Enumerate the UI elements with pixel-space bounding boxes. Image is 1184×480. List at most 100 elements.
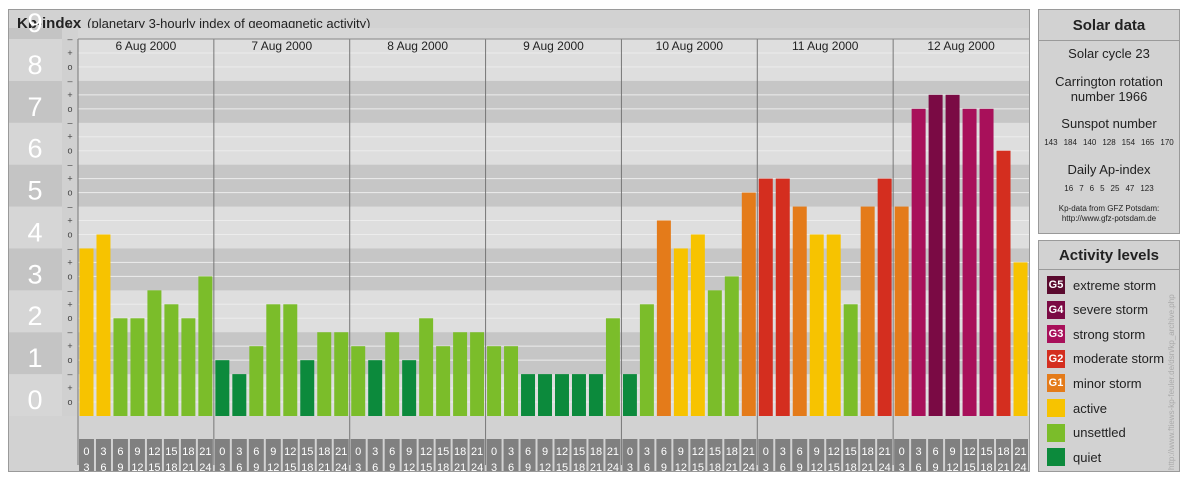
- interval-end-label: 24: [1014, 462, 1026, 471]
- legend-swatch: G4: [1047, 300, 1065, 319]
- kp-bar: [351, 346, 366, 416]
- interval-start-label: 15: [437, 446, 449, 458]
- interval-box: [979, 439, 995, 471]
- interval-end-label: 15: [556, 462, 568, 471]
- interval-box: [877, 439, 893, 471]
- kp-bar: [588, 374, 603, 416]
- sub-tick-label: o: [67, 271, 72, 281]
- interval-end-label: 18: [980, 462, 992, 471]
- plot-band: [78, 164, 1029, 207]
- interval-start-label: 15: [165, 446, 177, 458]
- kp-bar: [453, 332, 468, 416]
- interval-end-label: 15: [963, 462, 975, 471]
- interval-start-label: 12: [148, 446, 160, 458]
- interval-end-label: 12: [946, 462, 958, 471]
- interval-start-label: 9: [270, 446, 276, 458]
- interval-box: [197, 439, 213, 471]
- sub-tick-label: o: [67, 313, 72, 323]
- sub-tick-label: +: [67, 132, 72, 142]
- legend-swatch: G3: [1047, 325, 1065, 344]
- carrington-line1: Carrington rotation: [1055, 74, 1163, 89]
- interval-start-label: 6: [117, 446, 123, 458]
- interval-box: [282, 439, 298, 471]
- interval-start-label: 9: [134, 446, 140, 458]
- interval-start-label: 0: [219, 446, 225, 458]
- sub-tick-column: [62, 39, 78, 416]
- y-tick-label: 7: [27, 92, 42, 122]
- kp-bar: [775, 178, 790, 416]
- y-axis-band: [9, 332, 62, 375]
- kp-bar: [758, 178, 773, 416]
- kp-bar: [860, 206, 875, 416]
- interval-box: [707, 439, 723, 471]
- legend-item: G2 moderate storm: [1047, 349, 1164, 369]
- kp-bar: [843, 304, 858, 416]
- interval-end-label: 6: [236, 462, 242, 471]
- interval-end-label: 21: [318, 462, 330, 471]
- legend-label: unsettled: [1073, 425, 1126, 441]
- ap-value: 7: [1079, 184, 1084, 193]
- interval-box: [639, 439, 655, 471]
- ap-value: 25: [1110, 184, 1120, 193]
- legend-swatch: [1047, 423, 1065, 442]
- kp-bar: [911, 108, 926, 416]
- interval-box: [435, 439, 451, 471]
- ap-value: 123: [1140, 184, 1154, 193]
- interval-box: [792, 439, 808, 471]
- interval-start-label: 18: [182, 446, 194, 458]
- interval-start-label: 3: [644, 446, 650, 458]
- interval-box: [231, 439, 247, 471]
- interval-start-label: 3: [780, 446, 786, 458]
- interval-start-label: 3: [100, 446, 106, 458]
- kp-bar: [521, 374, 536, 416]
- interval-box: [775, 439, 791, 471]
- carrington-line2: number 1966: [1070, 89, 1148, 104]
- legend-item: unsettled: [1047, 423, 1126, 443]
- interval-box: [605, 439, 621, 471]
- kp-bar: [894, 206, 909, 416]
- interval-box: [486, 439, 502, 471]
- day-label: 9 Aug 2000: [523, 39, 584, 53]
- interval-box: [401, 439, 417, 471]
- sub-tick-label: o: [67, 146, 72, 156]
- legend-label: quiet: [1073, 449, 1102, 465]
- interval-end-label: 12: [131, 462, 143, 471]
- legend-item: G5 extreme storm: [1047, 275, 1156, 295]
- y-axis-band: [9, 206, 62, 249]
- interval-box: [894, 439, 910, 471]
- sunspot-title: Sunspot number: [1061, 116, 1157, 131]
- legend-swatch: G1: [1047, 374, 1065, 393]
- interval-end-label: 6: [916, 462, 922, 471]
- ap-value: 6: [1089, 184, 1095, 193]
- interval-start-label: 18: [997, 446, 1009, 458]
- interval-start-label: 0: [491, 446, 497, 458]
- kp-bar: [707, 290, 722, 416]
- sub-tick-label: o: [67, 104, 72, 114]
- interval-end-label: 9: [253, 462, 259, 471]
- solar-data-title: Solar data: [1072, 17, 1146, 34]
- interval-start-label: 18: [862, 446, 874, 458]
- interval-box: [79, 439, 94, 471]
- sub-tick-label: +: [67, 299, 72, 309]
- kp-bar: [266, 304, 281, 416]
- interval-start-label: 21: [743, 446, 755, 458]
- legend-label: active: [1073, 400, 1107, 416]
- interval-end-label: 15: [284, 462, 296, 471]
- kp-bar: [656, 220, 671, 416]
- solar-data-panel: Solar data Solar cycle 23 Carrington rot…: [1038, 9, 1180, 234]
- interval-box: [112, 439, 128, 471]
- kp-bar: [877, 178, 892, 416]
- interval-box: [452, 439, 468, 471]
- interval-box: [826, 439, 842, 471]
- interval-start-label: 3: [236, 446, 242, 458]
- interval-start-label: 9: [814, 446, 820, 458]
- interval-end-label: 18: [573, 462, 585, 471]
- kp-bar: [945, 94, 960, 416]
- interval-start-label: 0: [627, 446, 633, 458]
- interval-end-label: 21: [862, 462, 874, 471]
- y-tick-label: 6: [27, 134, 42, 164]
- sunspot-value: 184: [1063, 138, 1077, 147]
- interval-start-label: 21: [471, 446, 483, 458]
- credit-text: http://www.ftiews-kp-feuler.de/dsn/kp_ar…: [1167, 294, 1176, 470]
- interval-start-label: 12: [692, 446, 704, 458]
